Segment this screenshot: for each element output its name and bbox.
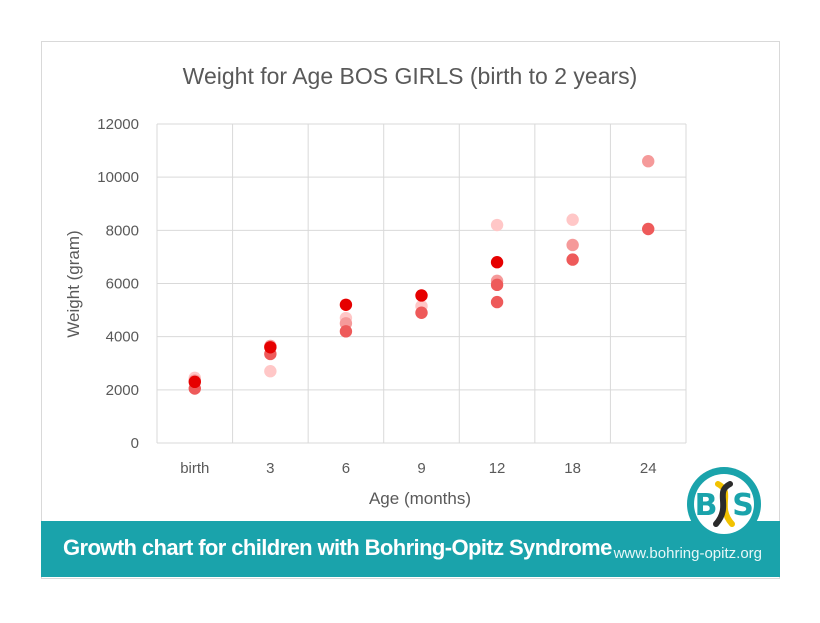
- svg-text:B: B: [695, 488, 718, 523]
- data-point: [490, 278, 504, 292]
- data-point: [415, 289, 428, 302]
- svg-text:S: S: [732, 488, 754, 523]
- x-tick-label: 3: [266, 460, 274, 477]
- x-tick-label: 9: [417, 460, 425, 477]
- x-tick-label: birth: [180, 460, 209, 477]
- data-point: [339, 325, 353, 338]
- x-axis-label: Age (months): [369, 489, 471, 508]
- data-point: [264, 341, 277, 354]
- x-tick-label: 12: [489, 460, 506, 477]
- x-tick-label: 18: [564, 460, 581, 477]
- x-axis-ticks: birth 3 6 9 12 18 24: [180, 460, 656, 477]
- y-tick-label: 6000: [106, 276, 139, 293]
- footer-banner: Growth chart for children with Bohring-O…: [41, 521, 780, 577]
- y-tick-label: 8000: [106, 222, 139, 239]
- chart-frame: [41, 41, 780, 579]
- data-point: [642, 222, 655, 236]
- y-tick-label: 10000: [97, 169, 139, 186]
- data-points: [188, 155, 655, 395]
- y-tick-label: 12000: [97, 116, 139, 133]
- footer-title: Growth chart for children with Bohring-O…: [63, 535, 612, 560]
- chart-title: Weight for Age BOS GIRLS (birth to 2 yea…: [183, 63, 638, 89]
- data-point: [566, 238, 579, 252]
- data-point: [339, 298, 353, 311]
- data-point: [642, 155, 655, 168]
- data-point: [490, 218, 504, 232]
- data-point: [566, 213, 579, 226]
- chart-grid: [156, 123, 687, 444]
- data-point: [415, 306, 428, 319]
- data-point: [490, 256, 504, 269]
- bos-ribbon-logo-icon: B S: [687, 467, 761, 541]
- data-point: [264, 365, 277, 378]
- y-axis-ticks: 0 2000 4000 6000 8000 10000 12000: [97, 116, 139, 452]
- data-point: [490, 295, 504, 309]
- y-tick-label: 0: [131, 435, 139, 452]
- footer-site-link[interactable]: www.bohring-opitz.org: [613, 545, 762, 562]
- data-point: [566, 253, 579, 266]
- x-tick-label: 6: [342, 460, 350, 477]
- y-tick-label: 4000: [106, 329, 139, 346]
- x-tick-label: 24: [640, 460, 657, 477]
- y-tick-label: 2000: [106, 382, 139, 399]
- data-point: [188, 375, 201, 389]
- y-axis-label: Weight (gram): [64, 230, 83, 337]
